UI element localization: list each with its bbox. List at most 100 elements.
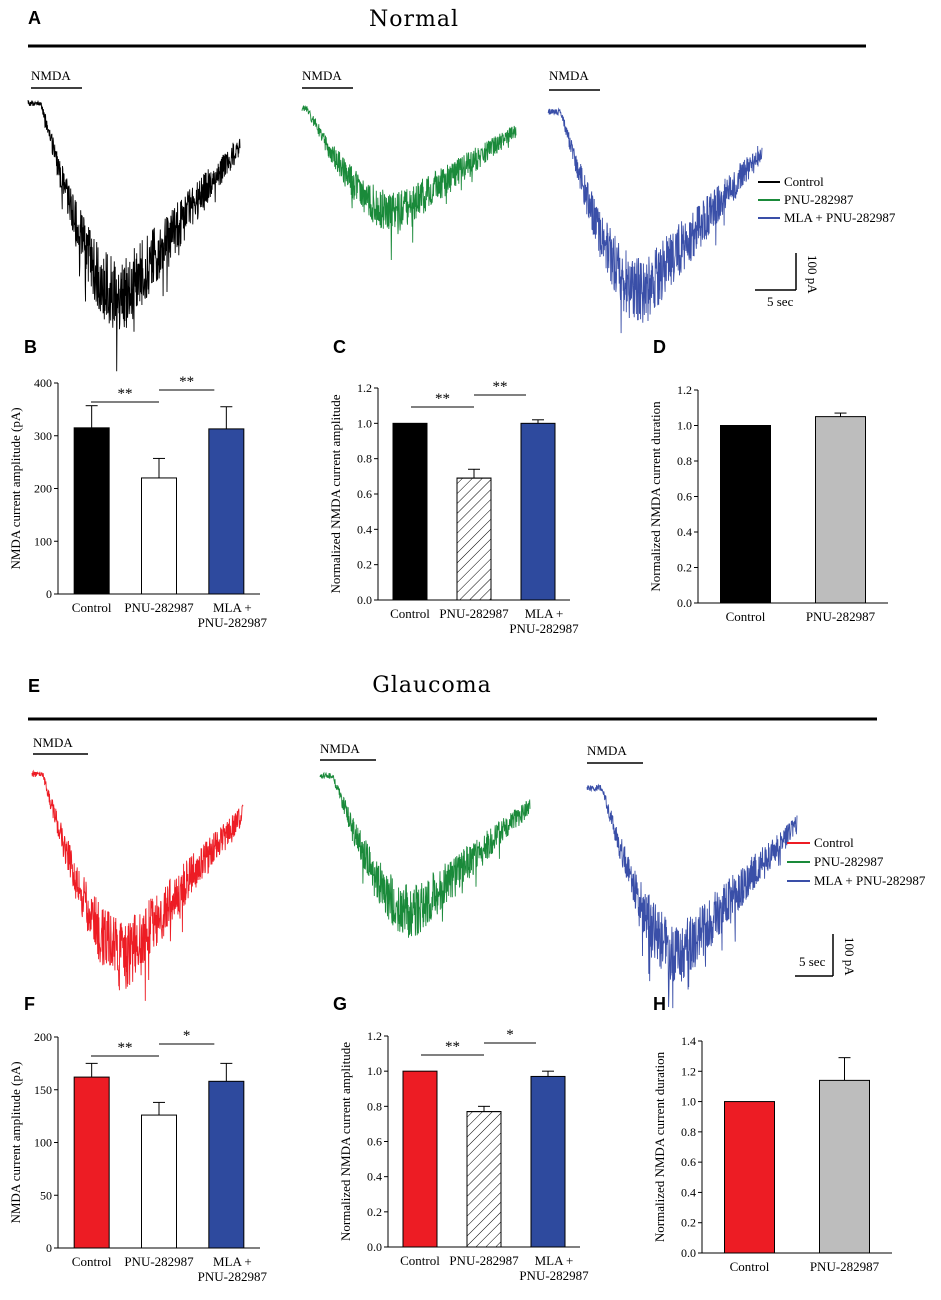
stim-label-normal-pnu: NMDA bbox=[302, 68, 342, 83]
legend-glaucoma: Control PNU-282987 MLA + PNU-282987 bbox=[787, 835, 926, 888]
scale-current-glaucoma: 100 pA bbox=[842, 937, 857, 976]
stim-label-glaucoma-mla: NMDA bbox=[587, 743, 627, 758]
bar-B-1 bbox=[141, 477, 177, 595]
x-tick-label-F-0: Control bbox=[72, 1254, 112, 1269]
stimulus-markers: NMDA NMDA NMDA NMDA NMDA NMDA bbox=[31, 68, 643, 764]
x-tick-label-F-2: MLA + bbox=[213, 1254, 252, 1269]
x-tick-label-B-2: PNU-282987 bbox=[198, 615, 268, 630]
sig-label-F-0: ** bbox=[118, 1040, 133, 1056]
legend-glaucoma-control: Control bbox=[814, 835, 854, 850]
x-tick-label-F-1: PNU-282987 bbox=[124, 1254, 194, 1269]
y-axis-label-B: NMDA current amplitude (pA) bbox=[8, 407, 23, 569]
y-tick-label-C: 1.2 bbox=[357, 381, 372, 395]
panel-label-H: H bbox=[653, 994, 666, 1014]
bar-D-1 bbox=[815, 416, 866, 604]
y-tick-label-F: 50 bbox=[40, 1188, 52, 1202]
y-tick-label-G: 0.4 bbox=[367, 1170, 382, 1184]
y-tick-label-H: 0.0 bbox=[681, 1246, 696, 1260]
y-tick-label-B: 200 bbox=[34, 482, 52, 496]
y-tick-label-H: 1.2 bbox=[681, 1064, 696, 1078]
y-tick-label-H: 0.6 bbox=[681, 1155, 696, 1169]
bar-F-2 bbox=[208, 1080, 245, 1249]
x-tick-label-F-2: PNU-282987 bbox=[198, 1269, 268, 1284]
stim-label-glaucoma-control: NMDA bbox=[33, 735, 73, 750]
y-tick-label-D: 0.0 bbox=[677, 596, 692, 610]
y-tick-label-B: 400 bbox=[34, 376, 52, 390]
legend-normal-control: Control bbox=[784, 174, 824, 189]
stim-label-glaucoma-pnu: NMDA bbox=[320, 741, 360, 756]
y-axis-label-H: Normalized NMDA current duration bbox=[652, 1051, 667, 1242]
y-tick-label-H: 1.0 bbox=[681, 1095, 696, 1109]
legend-normal-mla: MLA + PNU-282987 bbox=[784, 210, 896, 225]
y-tick-label-H: 0.2 bbox=[681, 1216, 696, 1230]
chart-G: 0.0 0.2 0.4 0.6 0.8 1.0 1.2 Normalized NMDA cur… bbox=[338, 1027, 589, 1283]
sig-label-B-1: ** bbox=[179, 374, 194, 390]
chart-C: 0.0 0.2 0.4 0.6 0.8 1.0 1.2 Normalized NMDA cur… bbox=[328, 379, 579, 636]
stim-label-normal-mla: NMDA bbox=[549, 68, 589, 83]
bar-H-1 bbox=[819, 1079, 870, 1254]
sig-label-F-1: * bbox=[183, 1028, 191, 1044]
panel-label-D: D bbox=[653, 337, 666, 357]
bar-B-0 bbox=[73, 427, 110, 595]
y-tick-label-G: 0.0 bbox=[367, 1240, 382, 1254]
panel-label-F: F bbox=[24, 994, 35, 1014]
panel-label-B: B bbox=[24, 337, 37, 357]
x-tick-label-D-0: Control bbox=[726, 609, 766, 624]
x-tick-label-C-2: PNU-282987 bbox=[509, 621, 579, 636]
x-tick-label-G-2: MLA + bbox=[535, 1253, 574, 1268]
stim-label-normal-control: NMDA bbox=[31, 68, 71, 83]
x-tick-label-B-1: PNU-282987 bbox=[124, 600, 194, 615]
x-tick-label-C-1: PNU-282987 bbox=[439, 606, 509, 621]
y-tick-label-C: 0.4 bbox=[357, 522, 372, 536]
sig-label-C-0: ** bbox=[435, 391, 450, 407]
x-tick-label-G-0: Control bbox=[400, 1253, 440, 1268]
y-tick-label-D: 0.4 bbox=[677, 525, 692, 539]
scale-time-glaucoma: 5 sec bbox=[799, 954, 826, 969]
bar-B-2 bbox=[208, 428, 245, 595]
bar-D-0 bbox=[720, 425, 771, 604]
y-tick-label-H: 1.4 bbox=[681, 1034, 696, 1048]
y-tick-label-G: 0.8 bbox=[367, 1099, 382, 1113]
bar-F-0 bbox=[73, 1076, 110, 1249]
bar-hatch-G-1 bbox=[466, 1111, 502, 1248]
legend-glaucoma-mla: MLA + PNU-282987 bbox=[814, 873, 926, 888]
sig-label-G-1: * bbox=[506, 1027, 514, 1043]
y-tick-label-G: 1.0 bbox=[367, 1064, 382, 1078]
x-tick-label-B-0: Control bbox=[72, 600, 112, 615]
chart-F: 0 50 100 150 200 NMDA current amplitude (pA) C… bbox=[8, 1028, 267, 1284]
y-tick-label-G: 0.6 bbox=[367, 1135, 382, 1149]
y-tick-label-D: 1.0 bbox=[677, 419, 692, 433]
x-tick-label-C-2: MLA + bbox=[525, 606, 564, 621]
y-tick-label-D: 0.8 bbox=[677, 454, 692, 468]
panel-label-A: A bbox=[28, 8, 41, 28]
x-tick-label-D-1: PNU-282987 bbox=[806, 609, 876, 624]
y-tick-label-D: 1.2 bbox=[677, 383, 692, 397]
y-tick-label-D: 0.6 bbox=[677, 490, 692, 504]
bar-G-2 bbox=[530, 1075, 566, 1248]
scale-bar-glaucoma: 5 sec 100 pA bbox=[795, 934, 857, 977]
y-tick-label-F: 200 bbox=[34, 1030, 52, 1044]
trace-normal-control bbox=[27, 100, 241, 372]
y-tick-label-C: 0.0 bbox=[357, 593, 372, 607]
y-tick-label-B: 0 bbox=[46, 587, 52, 601]
scale-time-normal: 5 sec bbox=[767, 294, 794, 309]
sig-label-C-1: ** bbox=[493, 379, 508, 395]
x-tick-label-H-0: Control bbox=[730, 1259, 770, 1274]
scale-current-normal: 100 pA bbox=[805, 255, 820, 294]
y-tick-label-H: 0.4 bbox=[681, 1185, 696, 1199]
trace-glaucoma-pnu bbox=[319, 771, 531, 938]
section-title-normal: Normal bbox=[369, 7, 459, 32]
bar-charts: 0 100 200 300 400 NMDA current amplitude (pA)… bbox=[8, 374, 892, 1284]
sig-label-B-0: ** bbox=[118, 386, 133, 402]
y-tick-label-B: 100 bbox=[34, 534, 52, 548]
legend-normal: Control PNU-282987 MLA + PNU-282987 bbox=[758, 174, 896, 225]
y-tick-label-G: 1.2 bbox=[367, 1029, 382, 1043]
chart-B: 0 100 200 300 400 NMDA current amplitude (pA)… bbox=[8, 374, 267, 630]
section-title-glaucoma: Glaucoma bbox=[372, 673, 491, 698]
panel-label-C: C bbox=[333, 337, 346, 357]
y-tick-label-C: 0.2 bbox=[357, 558, 372, 572]
x-tick-label-H-1: PNU-282987 bbox=[810, 1259, 880, 1274]
y-tick-label-B: 300 bbox=[34, 429, 52, 443]
bar-C-0 bbox=[392, 422, 428, 601]
